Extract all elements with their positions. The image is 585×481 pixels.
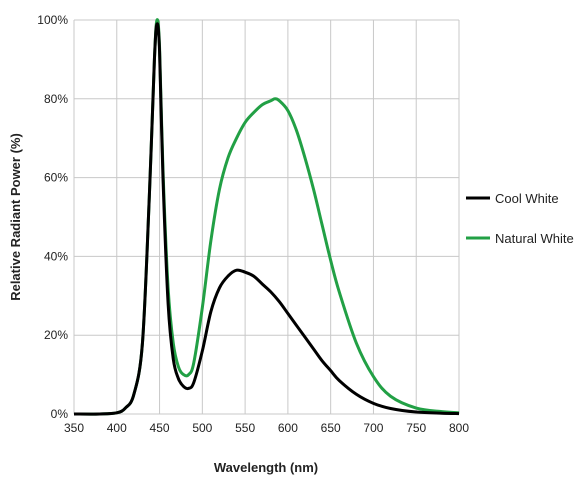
x-tick-label: 700 [363, 421, 383, 435]
legend: Cool White Natural White [466, 191, 574, 246]
x-tick-label: 600 [278, 421, 298, 435]
y-tick-labels: 0% 20% 40% 60% 80% 100% [37, 13, 68, 421]
y-tick-label: 60% [44, 171, 68, 185]
y-tick-label: 100% [37, 13, 68, 27]
y-tick-label: 40% [44, 249, 68, 263]
x-tick-label: 500 [192, 421, 212, 435]
x-tick-label: 750 [406, 421, 426, 435]
series-line-cool-white [73, 22, 460, 416]
y-tick-label: 20% [44, 328, 68, 342]
x-tick-label: 650 [321, 421, 341, 435]
y-tick-label: 80% [44, 92, 68, 106]
legend-label-cool-white: Cool White [495, 191, 559, 206]
grid-lines [73, 19, 460, 415]
x-tick-label: 450 [150, 421, 170, 435]
x-tick-label: 800 [449, 421, 469, 435]
series-line-natural-white [73, 18, 460, 416]
legend-label-natural-white: Natural White [495, 231, 574, 246]
y-tick-label: 0% [51, 407, 69, 421]
x-tick-labels: 350 400 450 500 550 600 650 700 750 800 [64, 421, 469, 435]
x-axis-label: Wavelength (nm) [214, 460, 318, 475]
x-tick-label: 550 [235, 421, 255, 435]
y-axis-label: Relative Radiant Power (%) [8, 133, 23, 301]
x-tick-label: 400 [107, 421, 127, 435]
x-tick-label: 350 [64, 421, 84, 435]
series-curves [73, 18, 460, 416]
